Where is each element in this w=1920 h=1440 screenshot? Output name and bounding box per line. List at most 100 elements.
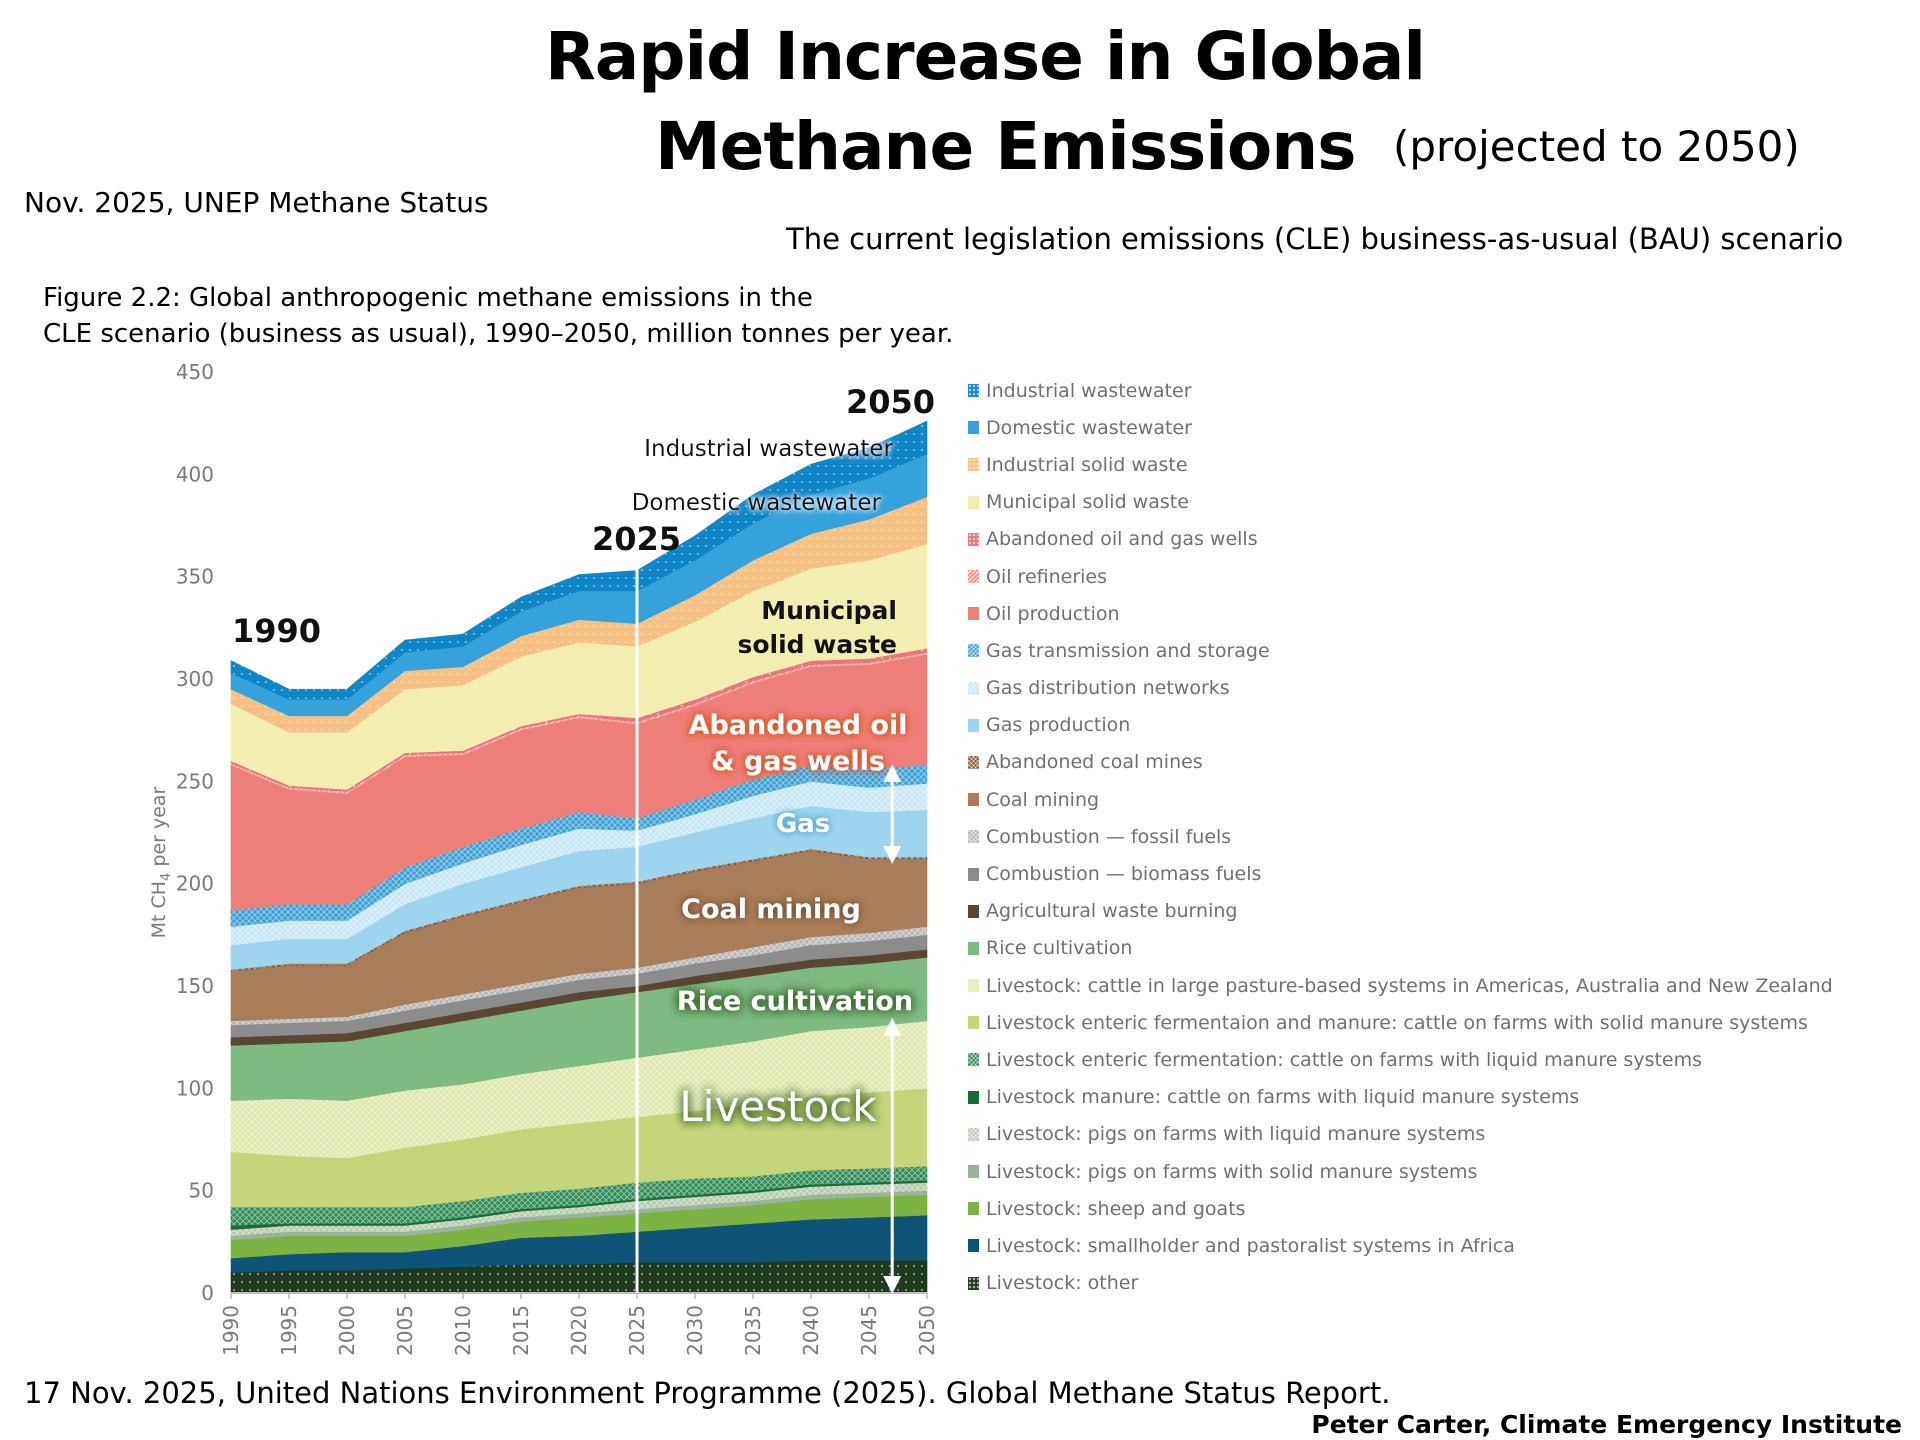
legend-label: Rice cultivation — [986, 937, 1133, 960]
x-tick-label: 2005 — [393, 1305, 417, 1356]
legend-item: Industrial wastewater — [968, 372, 1833, 409]
annotation-abandoned-line-2: & gas wells — [711, 746, 885, 777]
legend-item: Coal mining — [968, 781, 1833, 818]
chart-legend: Industrial wastewater Domestic wastewater… — [968, 372, 1833, 1302]
legend-swatch — [968, 904, 979, 918]
legend-swatch — [968, 1202, 979, 1216]
legend-item: Oil refineries — [968, 558, 1833, 595]
area-pattern — [231, 1020, 927, 1158]
x-tick-label: 2030 — [683, 1305, 707, 1356]
x-tick-label: 2020 — [567, 1305, 591, 1356]
legend-swatch — [968, 458, 979, 472]
annotation-coal-mining: Coal mining — [681, 894, 861, 925]
area-pattern — [231, 1182, 927, 1236]
annotation-municipal-line-1: Municipal — [761, 596, 897, 625]
source-top: Nov. 2025, UNEP Methane Status — [24, 186, 489, 219]
legend-label: Livestock enteric fermentaion and manure… — [986, 1011, 1808, 1034]
legend-label: Livestock: pigs on farms with liquid man… — [986, 1123, 1486, 1146]
legend-label: Combustion — fossil fuels — [986, 825, 1232, 848]
legend-item: Livestock: pigs on farms with liquid man… — [968, 1116, 1833, 1153]
legend-label: Gas production — [986, 714, 1131, 737]
title-line-2: Methane Emissions — [655, 108, 1357, 185]
area-pattern — [231, 1166, 927, 1226]
legend-swatch — [968, 644, 979, 658]
legend-swatch — [968, 1090, 979, 1104]
legend-item: Livestock enteric fermentation: cattle o… — [968, 1041, 1833, 1078]
axes: 0 50 100 150 200 250 300 350 400 450 1990 1995 2000 2… — [148, 360, 939, 1356]
legend-swatch — [968, 1127, 979, 1141]
legend-item: Rice cultivation — [968, 930, 1833, 967]
source-bottom: 17 Nov. 2025, United Nations Environment… — [24, 1376, 1391, 1410]
legend-label: Gas transmission and storage — [986, 639, 1270, 662]
y-tick-label: 450 — [176, 360, 214, 384]
legend-label: Coal mining — [986, 788, 1100, 811]
legend-swatch — [968, 421, 979, 435]
legend-item: Livestock: sheep and goats — [968, 1190, 1833, 1227]
figure-caption-line-2: CLE scenario (business as usual), 1990–2… — [43, 319, 954, 349]
legend-label: Domestic wastewater — [986, 416, 1192, 439]
legend-label: Municipal solid waste — [986, 491, 1189, 514]
legend-swatch — [968, 830, 979, 844]
legend-item: Gas distribution networks — [968, 670, 1833, 707]
y-tick-label: 100 — [176, 1076, 214, 1100]
legend-item: Livestock: pigs on farms with solid manu… — [968, 1153, 1833, 1190]
legend-swatch — [968, 681, 979, 695]
legend-item: Industrial solid waste — [968, 446, 1833, 483]
title-line-1: Rapid Increase in Global — [544, 18, 1426, 95]
legend-swatch — [968, 607, 979, 621]
legend-swatch — [968, 532, 979, 546]
legend-swatch — [968, 755, 979, 769]
x-tick-label: 2015 — [509, 1305, 533, 1356]
legend-item: Oil production — [968, 595, 1833, 632]
legend-label: Oil production — [986, 602, 1120, 625]
legend-swatch — [968, 718, 979, 732]
legend-label: Oil refineries — [986, 565, 1108, 588]
y-tick-label: 200 — [176, 872, 214, 896]
legend-item: Municipal solid waste — [968, 484, 1833, 521]
annotation-domestic-wastewater: Domestic wastewater — [632, 490, 882, 516]
annotation-year-1990: 1990 — [232, 612, 321, 650]
legend-label: Livestock: other — [986, 1272, 1139, 1295]
legend-label: Abandoned coal mines — [986, 751, 1203, 774]
legend-label: Livestock: cattle in large pasture-based… — [986, 974, 1833, 997]
x-tick-label: 2025 — [625, 1305, 649, 1356]
legend-item: Livestock manure: cattle on farms with l… — [968, 1079, 1833, 1116]
y-tick-label: 350 — [176, 565, 214, 589]
area-pattern — [231, 765, 927, 927]
y-tick-label: 300 — [176, 667, 214, 691]
y-tick-label: 250 — [176, 769, 214, 793]
legend-swatch — [968, 941, 979, 955]
legend-swatch — [968, 1053, 979, 1067]
y-tick-label: 400 — [176, 462, 214, 486]
legend-label: Industrial solid waste — [986, 453, 1188, 476]
annotation-livestock: Livestock — [679, 1082, 877, 1131]
legend-item: Livestock enteric fermentaion and manure… — [968, 1004, 1833, 1041]
y-tick-label: 0 — [201, 1281, 214, 1305]
author-credit: Peter Carter, Climate Emergency Institut… — [1311, 1410, 1902, 1439]
legend-label: Combustion — biomass fuels — [986, 863, 1262, 886]
area-series-industrial-wastewater — [230, 420, 928, 700]
area-pattern — [231, 926, 927, 1025]
area-layers — [230, 420, 928, 1294]
figure-caption: Figure 2.2: Global anthropogenic methane… — [43, 280, 953, 352]
x-tick-label: 1995 — [277, 1305, 301, 1356]
x-tick-label: 2050 — [915, 1305, 939, 1356]
legend-item: Abandoned oil and gas wells — [968, 521, 1833, 558]
annotation-municipal-line-2: solid waste — [737, 630, 897, 659]
annotation-year-2050: 2050 — [846, 383, 935, 421]
x-tick-label: 2040 — [799, 1305, 823, 1356]
y-tick-label: 50 — [189, 1179, 214, 1203]
legend-item: Livestock: cattle in large pasture-based… — [968, 967, 1833, 1004]
scenario-subtitle: The current legislation emissions (CLE) … — [786, 222, 1844, 256]
legend-label: Livestock: pigs on farms with solid manu… — [986, 1160, 1478, 1183]
legend-swatch — [968, 384, 979, 398]
legend-swatch — [968, 1165, 979, 1179]
figure-caption-line-1: Figure 2.2: Global anthropogenic methane… — [43, 283, 813, 313]
legend-swatch — [968, 1239, 979, 1253]
area-pattern — [231, 496, 927, 733]
legend-swatch — [968, 495, 979, 509]
legend-item: Combustion — fossil fuels — [968, 818, 1833, 855]
legend-label: Gas distribution networks — [986, 677, 1230, 700]
legend-item: Abandoned coal mines — [968, 744, 1833, 781]
legend-swatch — [968, 1016, 979, 1030]
